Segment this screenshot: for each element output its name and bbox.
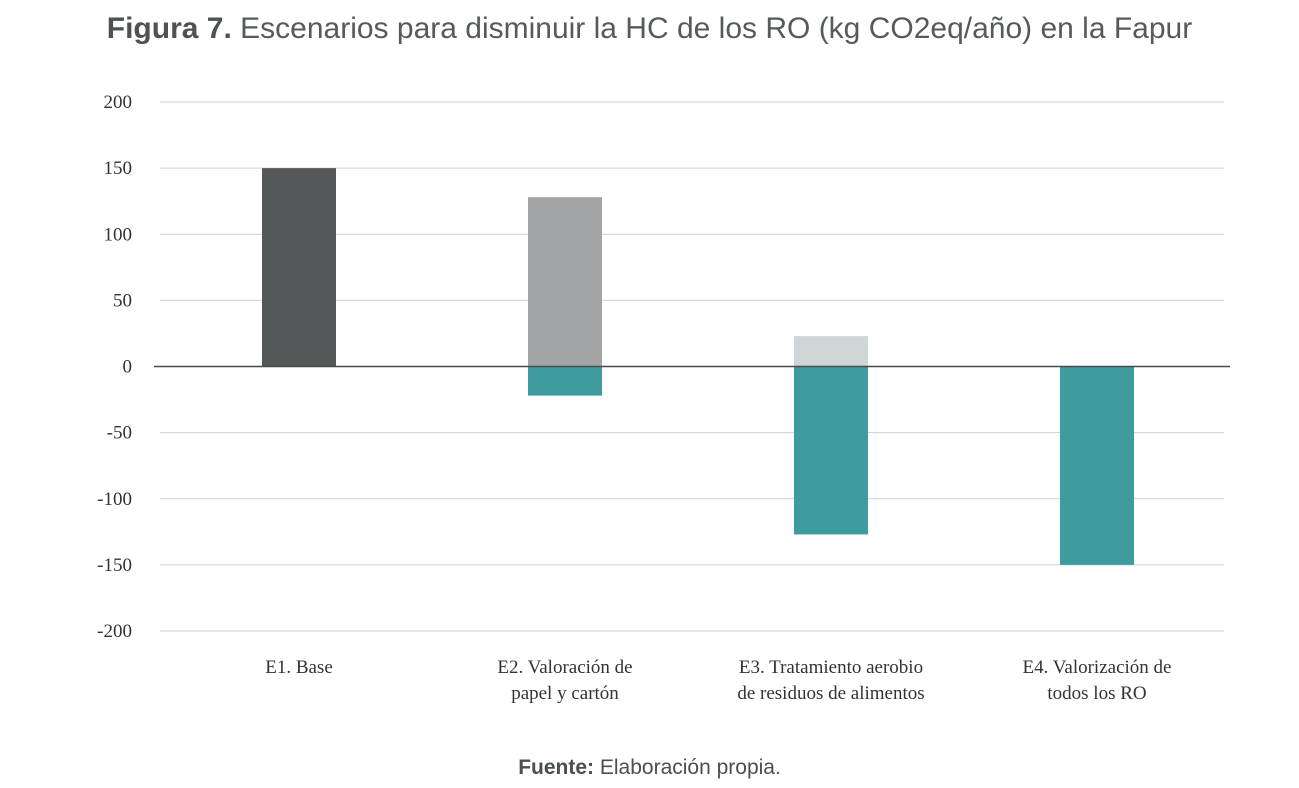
source-text: Elaboración propia. xyxy=(599,756,781,779)
bar xyxy=(528,366,602,396)
x-category-label: E4. Valorización de xyxy=(1023,657,1172,678)
y-tick-label: 50 xyxy=(113,290,132,311)
bar xyxy=(262,168,336,367)
x-category-label: todos los RO xyxy=(1047,683,1146,704)
x-category-label: E3. Tratamiento aerobio xyxy=(739,657,923,678)
title-text: Escenarios para disminuir la HC de los R… xyxy=(240,12,1193,45)
y-tick-label: 100 xyxy=(104,224,133,245)
source-label: Fuente: xyxy=(518,756,595,779)
figure-label: Figura 7. xyxy=(106,12,232,45)
y-tick-label: -100 xyxy=(97,489,132,510)
y-tick-label: 150 xyxy=(104,158,133,179)
y-tick-label: -50 xyxy=(107,423,132,444)
bar xyxy=(528,197,602,367)
x-axis-categories: E1. Base E2. Valoración de papel y cartón E… xyxy=(265,657,1171,704)
chart-title: Figura 7. Escenarios para disminuir la H… xyxy=(0,12,1299,46)
x-category-label: E2. Valoración de xyxy=(497,657,632,678)
y-tick-label: 0 xyxy=(123,357,133,378)
bars xyxy=(262,168,1134,565)
y-axis-ticks: 200 150 100 50 0 -50 -100 -150 -200 xyxy=(97,92,132,642)
y-tick-label: -150 xyxy=(97,555,132,576)
bar xyxy=(794,366,868,535)
bar xyxy=(794,336,868,367)
y-tick-label: 200 xyxy=(104,92,133,113)
x-category-label: E1. Base xyxy=(265,657,333,678)
gridlines xyxy=(160,101,1224,632)
x-category-label: papel y cartón xyxy=(511,683,619,704)
x-category-label: de residuos de alimentos xyxy=(737,683,924,704)
source-note: Fuente: Elaboración propia. xyxy=(0,756,1299,780)
bar xyxy=(1060,366,1134,565)
y-tick-label: -200 xyxy=(97,621,132,642)
